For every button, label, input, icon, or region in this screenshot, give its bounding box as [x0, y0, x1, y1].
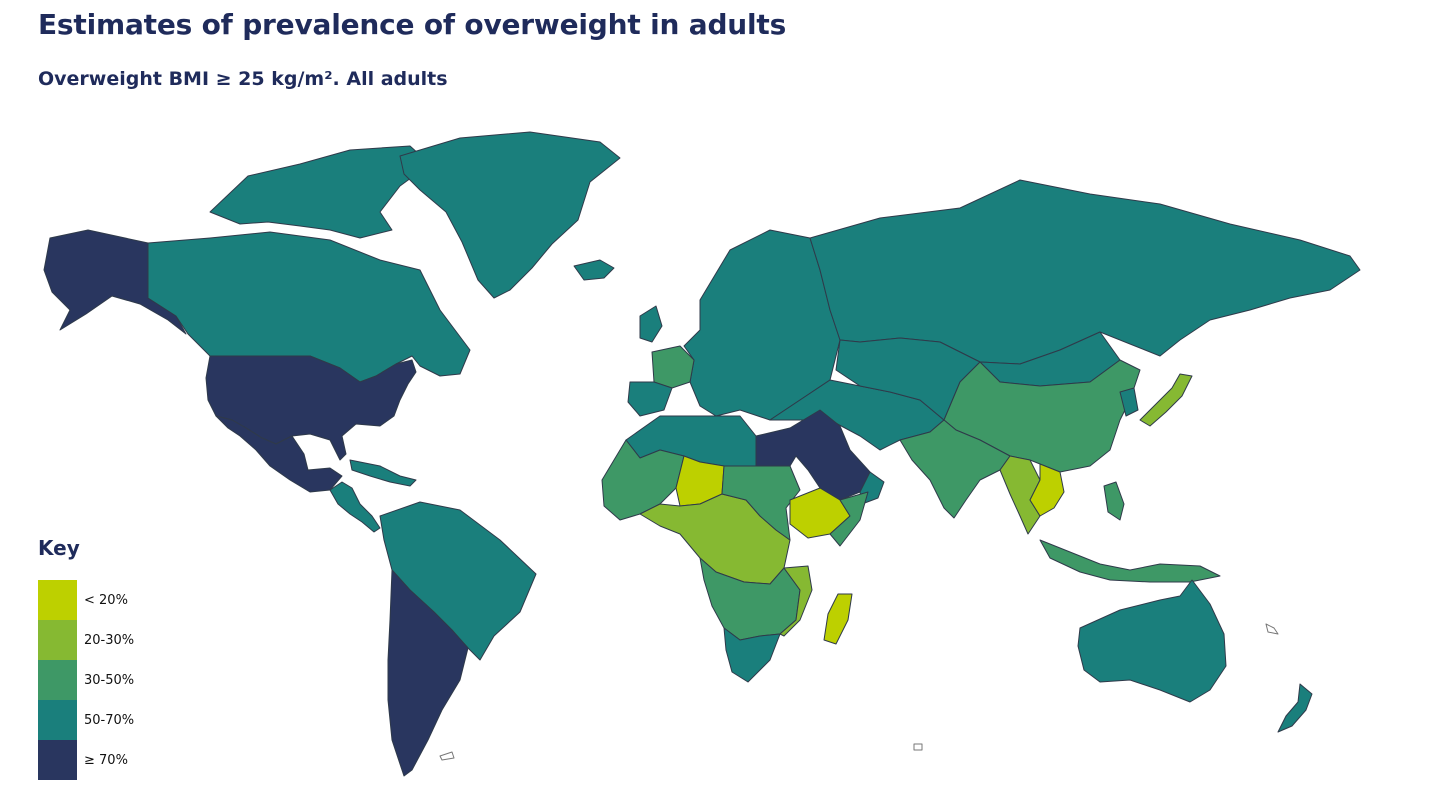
region-egypt-saudi-arabia[interactable] — [755, 409, 871, 501]
region-vietnam-laos[interactable] — [1029, 463, 1065, 517]
region-greenland[interactable] — [399, 131, 621, 299]
region-canada[interactable] — [147, 231, 471, 383]
key-list: < 20% 20-30% 30-50% 50-70% ≥ 70% — [38, 580, 134, 780]
region-madagascar[interactable] — [823, 593, 853, 645]
region-mexico[interactable] — [215, 415, 343, 493]
region-india[interactable] — [899, 419, 1011, 519]
key-heading: Key — [38, 536, 80, 560]
region-sudan-east-africa[interactable] — [721, 465, 801, 541]
region-philippines[interactable] — [1103, 481, 1125, 521]
key-swatch-50-70 — [38, 700, 77, 740]
region-no-data-island-1 — [1265, 623, 1279, 635]
region-mozambique[interactable] — [779, 565, 813, 637]
key-swatch-lt20 — [38, 580, 77, 620]
region-southeast-asia[interactable] — [999, 455, 1041, 535]
key-label-30-50: 30-50% — [84, 672, 135, 688]
world-map — [43, 131, 1361, 777]
region-japan[interactable] — [1139, 373, 1193, 427]
key-item-20-30: 20-30% — [38, 620, 134, 660]
region-central-america[interactable] — [329, 481, 381, 533]
key-item-50-70: 50-70% — [38, 700, 134, 740]
region-caribbean[interactable] — [349, 459, 417, 487]
key-label-50-70: 50-70% — [84, 712, 135, 728]
region-united-states[interactable] — [205, 355, 417, 461]
region-somalia[interactable] — [829, 491, 869, 547]
region-canadian-arctic-islands[interactable] — [209, 145, 431, 239]
key-swatch-gte70 — [38, 740, 77, 780]
key-item-gte70: ≥ 70% — [38, 740, 134, 780]
region-indonesia[interactable] — [1039, 539, 1221, 583]
region-iberia[interactable] — [627, 381, 673, 417]
region-no-data-island-2 — [913, 743, 923, 751]
key-label-gte70: ≥ 70% — [84, 752, 128, 768]
page-subtitle: Overweight BMI ≥ 25 kg/m². All adults — [38, 68, 448, 90]
key-item-30-50: 30-50% — [38, 660, 134, 700]
key-swatch-20-30 — [38, 620, 77, 660]
region-iceland[interactable] — [573, 259, 615, 281]
region-new-zealand[interactable] — [1277, 683, 1313, 733]
region-korea[interactable] — [1119, 387, 1139, 417]
key-label-lt20: < 20% — [84, 592, 128, 608]
key-label-20-30: 20-30% — [84, 632, 135, 648]
key-item-lt20: < 20% — [38, 580, 134, 620]
map-key: Key < 20% 20-30% 30-50% 50-70% ≥ 70% — [38, 536, 134, 780]
region-south-africa[interactable] — [723, 627, 781, 683]
page-title: Estimates of prevalence of overweight in… — [38, 8, 787, 41]
region-no-data-island-3 — [439, 751, 455, 761]
region-russia[interactable] — [809, 179, 1361, 365]
key-swatch-30-50 — [38, 660, 77, 700]
region-france[interactable] — [651, 345, 695, 389]
region-uk[interactable] — [639, 305, 663, 343]
region-australia[interactable] — [1077, 579, 1227, 703]
region-argentina-chile[interactable] — [387, 569, 469, 777]
